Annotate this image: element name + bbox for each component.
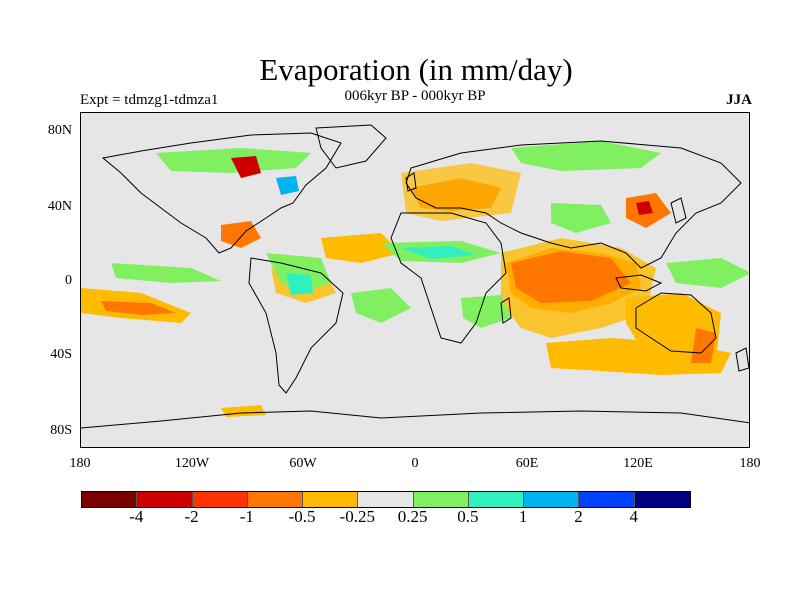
colorbar-swatch bbox=[634, 492, 690, 507]
colorbar-label: 0.5 bbox=[457, 507, 479, 526]
anomaly-orange-south-pacific bbox=[101, 301, 176, 315]
anomaly-blue-canada bbox=[276, 176, 299, 195]
coast-eurasia bbox=[405, 140, 742, 269]
anomaly-orange-east-australia bbox=[691, 328, 716, 363]
colorbar-label: 1 bbox=[518, 507, 528, 526]
anomaly-field bbox=[81, 141, 749, 417]
colorbar-swatch bbox=[82, 492, 138, 507]
season-label: JJA bbox=[726, 92, 752, 108]
colorbar-swatch bbox=[579, 492, 635, 507]
lat-tick-80n: 80N bbox=[47, 123, 72, 138]
lat-tick-0: 0 bbox=[65, 273, 72, 288]
map-canvas bbox=[81, 124, 749, 429]
coast-greenland bbox=[315, 124, 387, 169]
coast-uk bbox=[405, 172, 417, 192]
anomaly-green-west-pacific bbox=[666, 258, 749, 288]
colorbar-label: -1 bbox=[239, 507, 254, 526]
colorbar-swatch bbox=[468, 492, 525, 507]
colorbar-swatch bbox=[192, 492, 248, 507]
coast-new-zealand bbox=[735, 347, 749, 372]
coast-south-america bbox=[248, 257, 344, 394]
lon-tick-120w: 120W bbox=[174, 456, 210, 471]
anomaly-yellow-antarctic-rim bbox=[221, 405, 266, 417]
anomaly-green-pacific bbox=[111, 263, 221, 283]
colorbar-label: 0.25 bbox=[397, 507, 428, 526]
experiment-label: Expt = tdmzg1-tdmza1 bbox=[80, 92, 219, 108]
coast-madagascar bbox=[500, 297, 512, 324]
anomaly-cyan-tropical-pacific bbox=[286, 273, 313, 295]
coastlines bbox=[81, 124, 749, 429]
coast-australia bbox=[635, 292, 717, 354]
anomaly-yellow-eurasia bbox=[401, 163, 521, 221]
lon-tick-60e: 60E bbox=[515, 456, 539, 471]
lon-tick-120e: 120E bbox=[623, 456, 653, 471]
lat-tick-40n: 40N bbox=[47, 199, 72, 214]
anomaly-green-south-indian bbox=[461, 295, 511, 328]
coast-indonesia bbox=[615, 274, 663, 292]
colorbar-swatch bbox=[247, 492, 304, 507]
colorbar-swatch bbox=[137, 492, 193, 507]
world-map bbox=[80, 112, 750, 448]
lat-tick-80s: 80S bbox=[50, 423, 72, 438]
anomaly-green-siberia bbox=[511, 141, 661, 171]
coast-north-america bbox=[101, 132, 342, 254]
colorbar-swatch bbox=[303, 492, 359, 507]
colorbar-label: 4 bbox=[629, 507, 638, 526]
anomaly-green-china bbox=[551, 203, 611, 233]
anomaly-red-east-asia bbox=[636, 201, 653, 215]
anomaly-red-canada bbox=[231, 156, 261, 178]
lon-tick-180e: 180 bbox=[739, 456, 761, 471]
coast-japan bbox=[670, 197, 687, 224]
colorbar-swatch bbox=[524, 492, 580, 507]
colorbar-label: 2 bbox=[574, 507, 583, 526]
lat-tick-40s: 40S bbox=[50, 347, 72, 362]
lon-tick-0: 0 bbox=[411, 456, 419, 471]
colorbar-swatch bbox=[413, 492, 469, 507]
chart-title: Evaporation (in mm/day) bbox=[259, 52, 573, 87]
anomaly-green-south-atlantic bbox=[351, 288, 411, 323]
anomaly-orange-indian-core bbox=[511, 251, 631, 303]
coast-africa bbox=[390, 212, 507, 344]
coast-antarctica bbox=[81, 410, 749, 429]
colorbar bbox=[81, 491, 691, 508]
lon-tick-180w: 180 bbox=[69, 456, 91, 471]
colorbar-label: -0.5 bbox=[288, 507, 316, 526]
colorbar-swatch bbox=[358, 492, 414, 507]
period-label: 006kyr BP - 000kyr BP bbox=[344, 88, 486, 104]
anomaly-yellow-atlantic bbox=[321, 233, 401, 263]
colorbar-label: -2 bbox=[184, 507, 199, 526]
colorbar-label: -0.25 bbox=[339, 507, 376, 526]
anomaly-cyan-north-atlantic-band bbox=[401, 246, 476, 259]
lon-tick-60w: 60W bbox=[289, 456, 317, 471]
colorbar-label: -4 bbox=[129, 507, 144, 526]
